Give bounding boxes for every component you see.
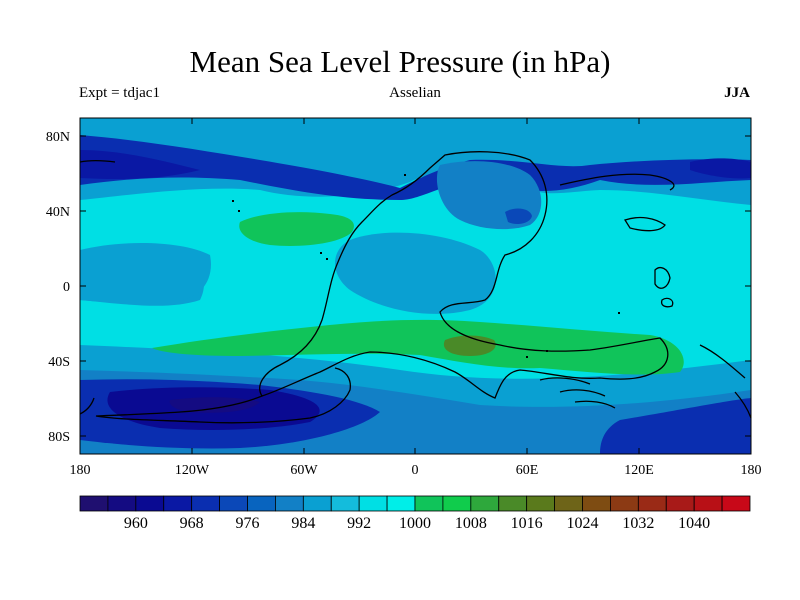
colorbar-swatch — [610, 495, 639, 512]
colorbar-swatch — [79, 495, 109, 512]
colorbar-swatch — [442, 495, 472, 512]
lon-label-60w: 60W — [290, 463, 318, 478]
lat-label-40n: 40N — [46, 205, 70, 220]
colorbar-swatch — [721, 495, 751, 512]
colorbar-labels: 960 968 976 984 992 1000 1008 1016 1024 1032 1040 — [124, 515, 710, 532]
field-southern-high-core — [443, 335, 496, 356]
colorbar-swatch — [526, 495, 555, 512]
colorbar-swatch — [191, 495, 220, 512]
field-west-equatorial — [80, 243, 211, 303]
field-continent-low-core — [505, 208, 532, 224]
colorbar-label: 976 — [236, 515, 260, 532]
field-north-low — [80, 135, 751, 200]
colorbar-label: 1008 — [455, 515, 487, 532]
colorbar-swatch — [582, 495, 611, 512]
lon-label-180w: 180 — [70, 463, 91, 478]
colorbar-swatch — [386, 495, 416, 512]
colorbar-swatch — [554, 495, 583, 512]
lat-label-80n: 80N — [46, 130, 70, 145]
field-central-992 — [335, 232, 496, 314]
field-east-low — [690, 158, 751, 179]
colorbar-label: 992 — [347, 515, 371, 532]
colorbar-label: 1032 — [622, 515, 654, 532]
colorbar-swatch — [302, 495, 332, 512]
colorbar-swatch — [219, 495, 248, 512]
colorbar-swatch — [665, 495, 695, 512]
colorbar-swatch — [107, 495, 137, 512]
coastline-south-islands — [539, 377, 616, 409]
colorbar-swatch — [247, 495, 276, 512]
field-pacific-low — [80, 150, 200, 180]
lon-labels: 180 120W 60W 0 60E 120E 180 — [70, 463, 762, 478]
colorbar — [79, 495, 751, 512]
pressure-field — [80, 118, 751, 454]
lat-label-80s: 80S — [48, 430, 70, 445]
colorbar-swatch — [163, 495, 193, 512]
coastline-east-arc — [699, 344, 752, 419]
colorbar-swatch — [135, 495, 165, 512]
season-label: JJA — [724, 85, 750, 101]
colorbar-swatch — [470, 495, 500, 512]
colorbar-swatch — [693, 495, 723, 512]
colorbar-swatch — [637, 495, 667, 512]
coastline-pacific-west — [79, 159, 116, 415]
period-label: Asselian — [389, 85, 441, 101]
coastline-tethys — [624, 216, 666, 232]
colorbar-label: 1040 — [678, 515, 710, 532]
colorbar-label: 960 — [124, 515, 148, 532]
lon-label-120e: 120E — [624, 463, 654, 478]
plot-title: Mean Sea Level Pressure (in hPa) — [189, 44, 611, 79]
lat-labels: 80N 40N 0 40S 80S — [46, 130, 70, 445]
colorbar-label: 1000 — [399, 515, 431, 532]
field-north-atlantic-high — [239, 212, 354, 246]
field-east-south-low — [600, 398, 751, 454]
colorbar-swatch — [414, 495, 444, 512]
coastline-south-arm — [95, 367, 351, 424]
lon-label-0: 0 — [412, 463, 419, 478]
colorbar-swatch — [358, 495, 388, 512]
lon-ticks — [79, 118, 752, 454]
coastline-island-chain — [654, 267, 674, 308]
field-south-960 — [169, 397, 260, 413]
colorbar-label: 968 — [180, 515, 204, 532]
colorbar-swatch — [330, 495, 360, 512]
lon-label-60e: 60E — [516, 463, 539, 478]
field-southern-high-belt — [152, 319, 684, 375]
lat-label-0: 0 — [63, 280, 70, 295]
lon-label-180e: 180 — [741, 463, 762, 478]
experiment-label: Expt = tdjac1 — [79, 85, 160, 101]
coastline-pangaea — [259, 151, 669, 399]
colorbar-label: 984 — [291, 515, 315, 532]
lat-ticks — [80, 135, 751, 437]
lat-label-40s: 40S — [48, 355, 70, 370]
colorbar-swatch — [275, 495, 304, 512]
colorbar-swatch — [498, 495, 528, 512]
coastline-north-east — [559, 173, 675, 191]
colorbar-label: 1024 — [567, 515, 599, 532]
coastlines — [79, 151, 752, 424]
lon-label-120w: 120W — [175, 463, 210, 478]
small-islands — [232, 174, 620, 358]
colorbar-label: 1016 — [511, 515, 543, 532]
